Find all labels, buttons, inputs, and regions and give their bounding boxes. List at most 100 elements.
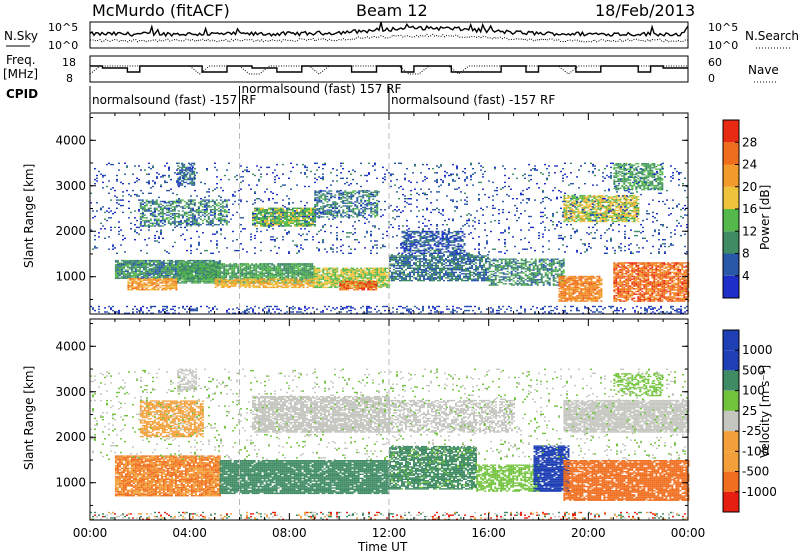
heatmap-cell bbox=[576, 277, 579, 279]
heatmap-cell bbox=[354, 270, 357, 272]
heatmap-cell bbox=[542, 259, 545, 262]
heatmap-cell bbox=[239, 265, 242, 268]
heatmap-cell bbox=[248, 285, 251, 287]
heatmap-cell bbox=[588, 285, 591, 287]
heatmap-cell bbox=[217, 271, 220, 273]
heatmap-cell bbox=[473, 255, 475, 257]
heatmap-cell bbox=[289, 263, 292, 265]
heatmap-cell bbox=[306, 281, 309, 283]
heatmap-cell bbox=[299, 278, 302, 280]
heatmap-cell bbox=[220, 286, 223, 289]
heatmap-cell bbox=[322, 270, 325, 272]
heatmap-cell bbox=[304, 282, 307, 284]
heatmap-cell bbox=[658, 308, 660, 310]
heatmap-cell bbox=[167, 284, 170, 287]
heatmap-cell bbox=[162, 265, 165, 267]
heatmap-cell bbox=[187, 264, 190, 266]
heatmap-cell bbox=[288, 281, 291, 283]
heatmap-cell bbox=[128, 312, 130, 314]
heatmap-cell bbox=[500, 308, 502, 310]
heatmap-cell bbox=[330, 282, 333, 284]
heatmap-cell bbox=[307, 271, 310, 273]
heatmap-cell bbox=[167, 278, 170, 280]
heatmap-cell bbox=[175, 289, 178, 291]
heatmap-cell bbox=[374, 269, 377, 271]
heatmap-cell bbox=[508, 258, 511, 260]
heatmap-cell bbox=[305, 263, 308, 265]
heatmap-cell bbox=[617, 294, 620, 297]
heatmap-cell bbox=[632, 307, 634, 309]
heatmap-cell bbox=[311, 274, 314, 276]
heatmap-cell bbox=[500, 259, 503, 262]
heatmap-cell bbox=[534, 281, 537, 284]
heatmap-cell bbox=[177, 280, 180, 283]
heatmap-cell bbox=[158, 261, 161, 263]
heatmap-cell bbox=[615, 294, 618, 297]
heatmap-cell bbox=[524, 279, 527, 281]
heatmap-cell bbox=[198, 261, 201, 263]
heatmap-cell bbox=[619, 279, 622, 282]
heatmap-cell bbox=[153, 278, 156, 280]
heatmap-cell bbox=[558, 274, 561, 277]
heatmap-cell bbox=[500, 276, 503, 278]
heatmap-cell bbox=[544, 265, 547, 267]
heatmap-cell bbox=[330, 274, 333, 276]
heatmap-cell bbox=[279, 271, 282, 273]
heatmap-cell bbox=[122, 259, 125, 262]
heatmap-cell bbox=[261, 275, 264, 277]
heatmap-cell bbox=[170, 272, 173, 274]
heatmap-cell bbox=[285, 264, 288, 266]
heatmap-cell bbox=[364, 267, 367, 269]
heatmap-cell bbox=[494, 268, 497, 270]
heatmap-cell bbox=[161, 287, 164, 289]
heatmap-cell bbox=[357, 282, 360, 284]
heatmap-cell bbox=[332, 281, 335, 283]
heatmap-cell bbox=[594, 285, 597, 287]
heatmap-cell bbox=[425, 267, 427, 269]
heatmap-cell bbox=[453, 274, 455, 276]
heatmap-cell bbox=[285, 272, 288, 274]
heatmap-cell bbox=[118, 274, 121, 277]
heatmap-cell bbox=[419, 243, 422, 245]
heatmap-cell bbox=[142, 268, 145, 270]
heatmap-cell bbox=[413, 262, 415, 264]
heatmap-cell bbox=[326, 274, 329, 276]
heatmap-cell bbox=[455, 269, 457, 271]
heatmap-cell bbox=[263, 268, 266, 270]
heatmap-cell bbox=[284, 285, 287, 287]
heatmap-cell bbox=[187, 269, 190, 272]
heatmap-cell bbox=[334, 286, 337, 289]
heatmap-cell bbox=[197, 265, 200, 268]
heatmap-cell bbox=[413, 274, 415, 276]
heatmap-cell bbox=[401, 256, 403, 259]
heatmap-cell bbox=[116, 274, 119, 277]
heatmap-cell bbox=[298, 307, 300, 309]
heatmap-cell bbox=[443, 266, 445, 268]
heatmap-cell bbox=[222, 285, 225, 287]
heatmap-cell bbox=[195, 263, 198, 265]
heatmap-cell bbox=[406, 309, 408, 312]
heatmap-cell bbox=[608, 305, 610, 308]
heatmap-cell bbox=[226, 309, 228, 312]
heatmap-cell bbox=[114, 274, 117, 277]
heatmap-cell bbox=[184, 268, 187, 270]
heatmap-cell bbox=[191, 274, 194, 276]
heatmap-cell bbox=[536, 268, 539, 270]
heatmap-cell bbox=[168, 261, 171, 263]
heatmap-cell bbox=[618, 309, 620, 312]
heatmap-cell bbox=[344, 277, 347, 279]
heatmap-cell bbox=[134, 305, 136, 308]
heatmap-cell bbox=[578, 300, 581, 302]
heatmap-cell bbox=[502, 273, 505, 275]
heatmap-cell bbox=[421, 249, 424, 252]
heatmap-cell bbox=[389, 256, 391, 259]
heatmap-cell bbox=[328, 269, 331, 271]
heatmap-cell bbox=[437, 248, 440, 250]
heatmap-cell bbox=[403, 279, 405, 282]
heatmap-cell bbox=[340, 308, 342, 310]
heatmap-cell bbox=[401, 269, 403, 271]
heatmap-cell bbox=[554, 258, 557, 260]
heatmap-cell bbox=[318, 271, 321, 274]
heatmap-cell bbox=[142, 265, 145, 267]
heatmap-cell bbox=[584, 290, 587, 293]
